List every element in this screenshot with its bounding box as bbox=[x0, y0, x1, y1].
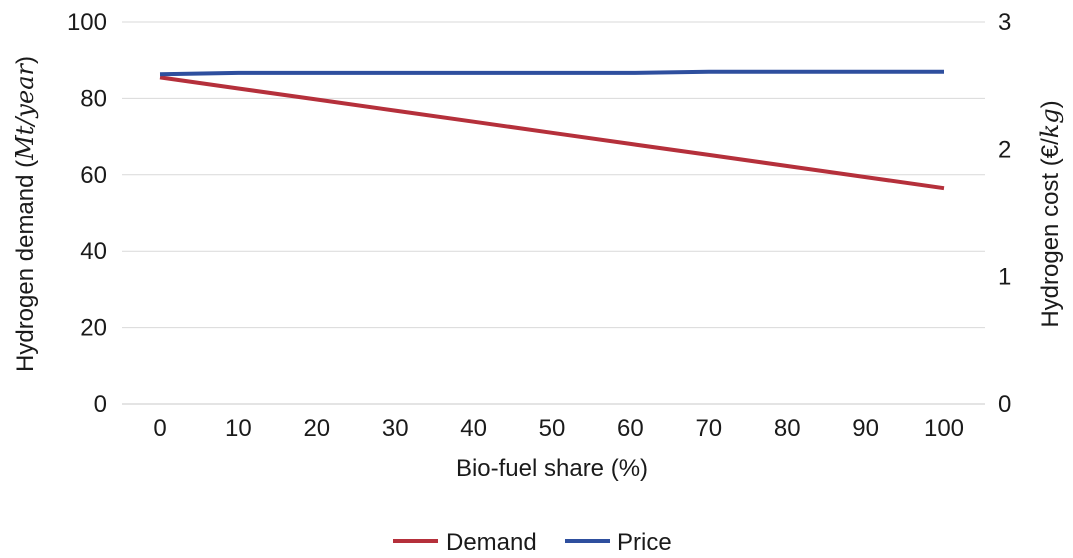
right-y-tick-label: 3 bbox=[998, 9, 1011, 36]
series-line-price bbox=[159, 69, 944, 77]
right-y-axis-title-prefix: Hydrogen cost (€/ bbox=[1037, 138, 1064, 328]
legend: Demand Price bbox=[393, 529, 672, 556]
x-tick-label: 90 bbox=[852, 415, 879, 442]
x-tick-label: 0 bbox=[153, 415, 166, 442]
left-y-axis-ticks: 0 20 40 60 80 100 bbox=[67, 9, 107, 418]
left-y-tick-label: 20 bbox=[80, 315, 107, 342]
left-y-axis-title-unit: Mt/year bbox=[11, 62, 39, 160]
legend-label-price: Price bbox=[617, 529, 672, 556]
legend-label-demand: Demand bbox=[446, 529, 537, 556]
x-tick-label: 60 bbox=[617, 415, 644, 442]
left-y-axis-title-prefix: Hydrogen demand ( bbox=[12, 160, 39, 372]
series-lines bbox=[159, 69, 945, 191]
right-y-axis-title-suffix: ) bbox=[1037, 100, 1064, 108]
left-y-tick-label: 60 bbox=[80, 162, 107, 189]
right-y-tick-label: 0 bbox=[998, 391, 1011, 418]
x-tick-label: 20 bbox=[303, 415, 330, 442]
left-y-axis-title-suffix: ) bbox=[12, 56, 39, 64]
x-axis-title: Bio-fuel share (%) bbox=[456, 455, 648, 482]
x-tick-label: 30 bbox=[382, 415, 409, 442]
series-line-demand bbox=[159, 75, 945, 191]
left-y-tick-label: 40 bbox=[80, 238, 107, 265]
x-tick-label: 10 bbox=[225, 415, 252, 442]
x-axis-ticks: 0 10 20 30 40 50 60 70 80 90 100 bbox=[153, 415, 964, 442]
left-y-tick-label: 80 bbox=[80, 85, 107, 112]
x-tick-label: 100 bbox=[924, 415, 964, 442]
x-tick-label: 50 bbox=[539, 415, 566, 442]
left-y-tick-label: 0 bbox=[94, 391, 107, 418]
left-y-tick-label: 100 bbox=[67, 9, 107, 36]
x-tick-label: 80 bbox=[774, 415, 801, 442]
gridlines bbox=[122, 21, 985, 405]
right-y-tick-label: 1 bbox=[998, 264, 1011, 291]
right-y-tick-label: 2 bbox=[998, 136, 1011, 163]
left-y-axis-title: Hydrogen demand (Mt/year) bbox=[11, 56, 39, 372]
right-y-axis-title-unit: kg bbox=[1036, 108, 1064, 138]
x-tick-label: 70 bbox=[695, 415, 722, 442]
right-y-axis-ticks: 0 1 2 3 bbox=[998, 9, 1011, 418]
right-y-axis-title: Hydrogen cost (€/kg) bbox=[1036, 100, 1064, 327]
x-tick-label: 40 bbox=[460, 415, 487, 442]
